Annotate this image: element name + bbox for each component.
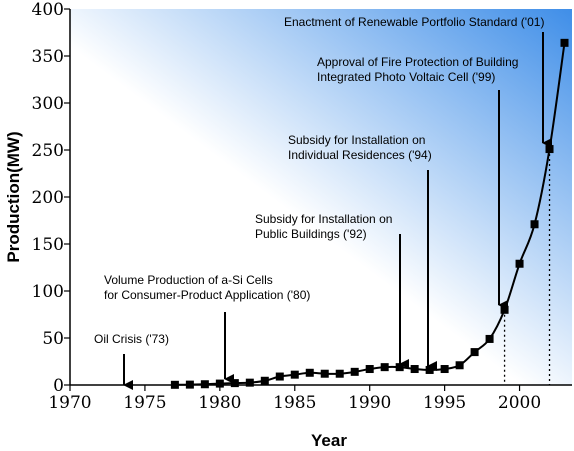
annotation: Subsidy for Installation on Individual Re…	[288, 133, 437, 371]
data-point-marker	[215, 379, 224, 388]
y-tick-label: 300	[32, 94, 64, 114]
annotation-text: Subsidy for Installation on Public Buildi…	[255, 212, 392, 241]
data-point-marker	[455, 361, 464, 370]
data-point-marker	[515, 259, 524, 268]
data-point-marker	[380, 363, 389, 372]
data-point-marker	[335, 369, 344, 378]
annotation-text: Volume Production of a-Si Cells for Consu…	[104, 273, 310, 302]
data-point-marker	[500, 305, 509, 314]
data-point-marker	[395, 363, 404, 372]
data-point-marker	[485, 334, 494, 343]
annotation: Oil Crisis ('73)	[94, 332, 169, 390]
data-point-marker	[560, 38, 569, 47]
data-point-marker	[290, 370, 299, 379]
data-point-marker	[305, 368, 314, 377]
annotation-text: Subsidy for Installation on Individual Re…	[288, 133, 432, 162]
x-axis-title: Year	[311, 431, 347, 450]
annotation: Approval of Fire Protection of Building I…	[317, 55, 518, 310]
annotation: Volume Production of a-Si Cells for Consu…	[104, 273, 310, 384]
x-tick-label: 1995	[423, 393, 466, 413]
data-point-marker	[425, 365, 434, 374]
data-point-marker	[230, 379, 239, 388]
data-point-marker	[545, 145, 554, 154]
y-axis-title: Production(MW)	[4, 131, 23, 262]
data-point-marker	[245, 378, 254, 387]
y-tick-label: 250	[32, 141, 64, 161]
data-point-marker	[260, 376, 269, 385]
y-tick-label: 150	[32, 235, 64, 255]
x-tick-label: 1985	[273, 393, 316, 413]
annotation-text: Oil Crisis ('73)	[94, 332, 169, 346]
data-point-marker	[275, 372, 284, 381]
y-tick-label: 200	[32, 188, 64, 208]
plot-background	[70, 9, 572, 385]
data-point-marker	[365, 365, 374, 374]
x-tick-label: 1980	[198, 393, 241, 413]
x-tick-label: 1975	[123, 393, 166, 413]
annotation-text: Approval of Fire Protection of Building I…	[317, 55, 518, 84]
annotation: Enactment of Renewable Portfolio Standar…	[284, 15, 552, 148]
y-tick-label: 350	[32, 47, 64, 67]
y-tick-label: 50	[42, 329, 64, 349]
x-tick-label: 1970	[48, 393, 91, 413]
data-point-marker	[320, 369, 329, 378]
annotation: Subsidy for Installation on Public Buildi…	[255, 212, 409, 369]
data-point-marker	[470, 348, 479, 357]
data-point-marker	[350, 367, 359, 376]
y-tick-label: 0	[53, 376, 64, 396]
data-point-marker	[530, 220, 539, 229]
data-point-marker	[440, 365, 449, 374]
x-tick-label: 2000	[498, 393, 541, 413]
y-tick-label: 400	[32, 0, 64, 20]
data-point-marker	[410, 365, 419, 374]
data-point-marker	[200, 380, 209, 389]
y-tick-label: 100	[32, 282, 64, 302]
annotation-text: Enactment of Renewable Portfolio Standar…	[284, 15, 544, 29]
x-tick-label: 1990	[348, 393, 391, 413]
